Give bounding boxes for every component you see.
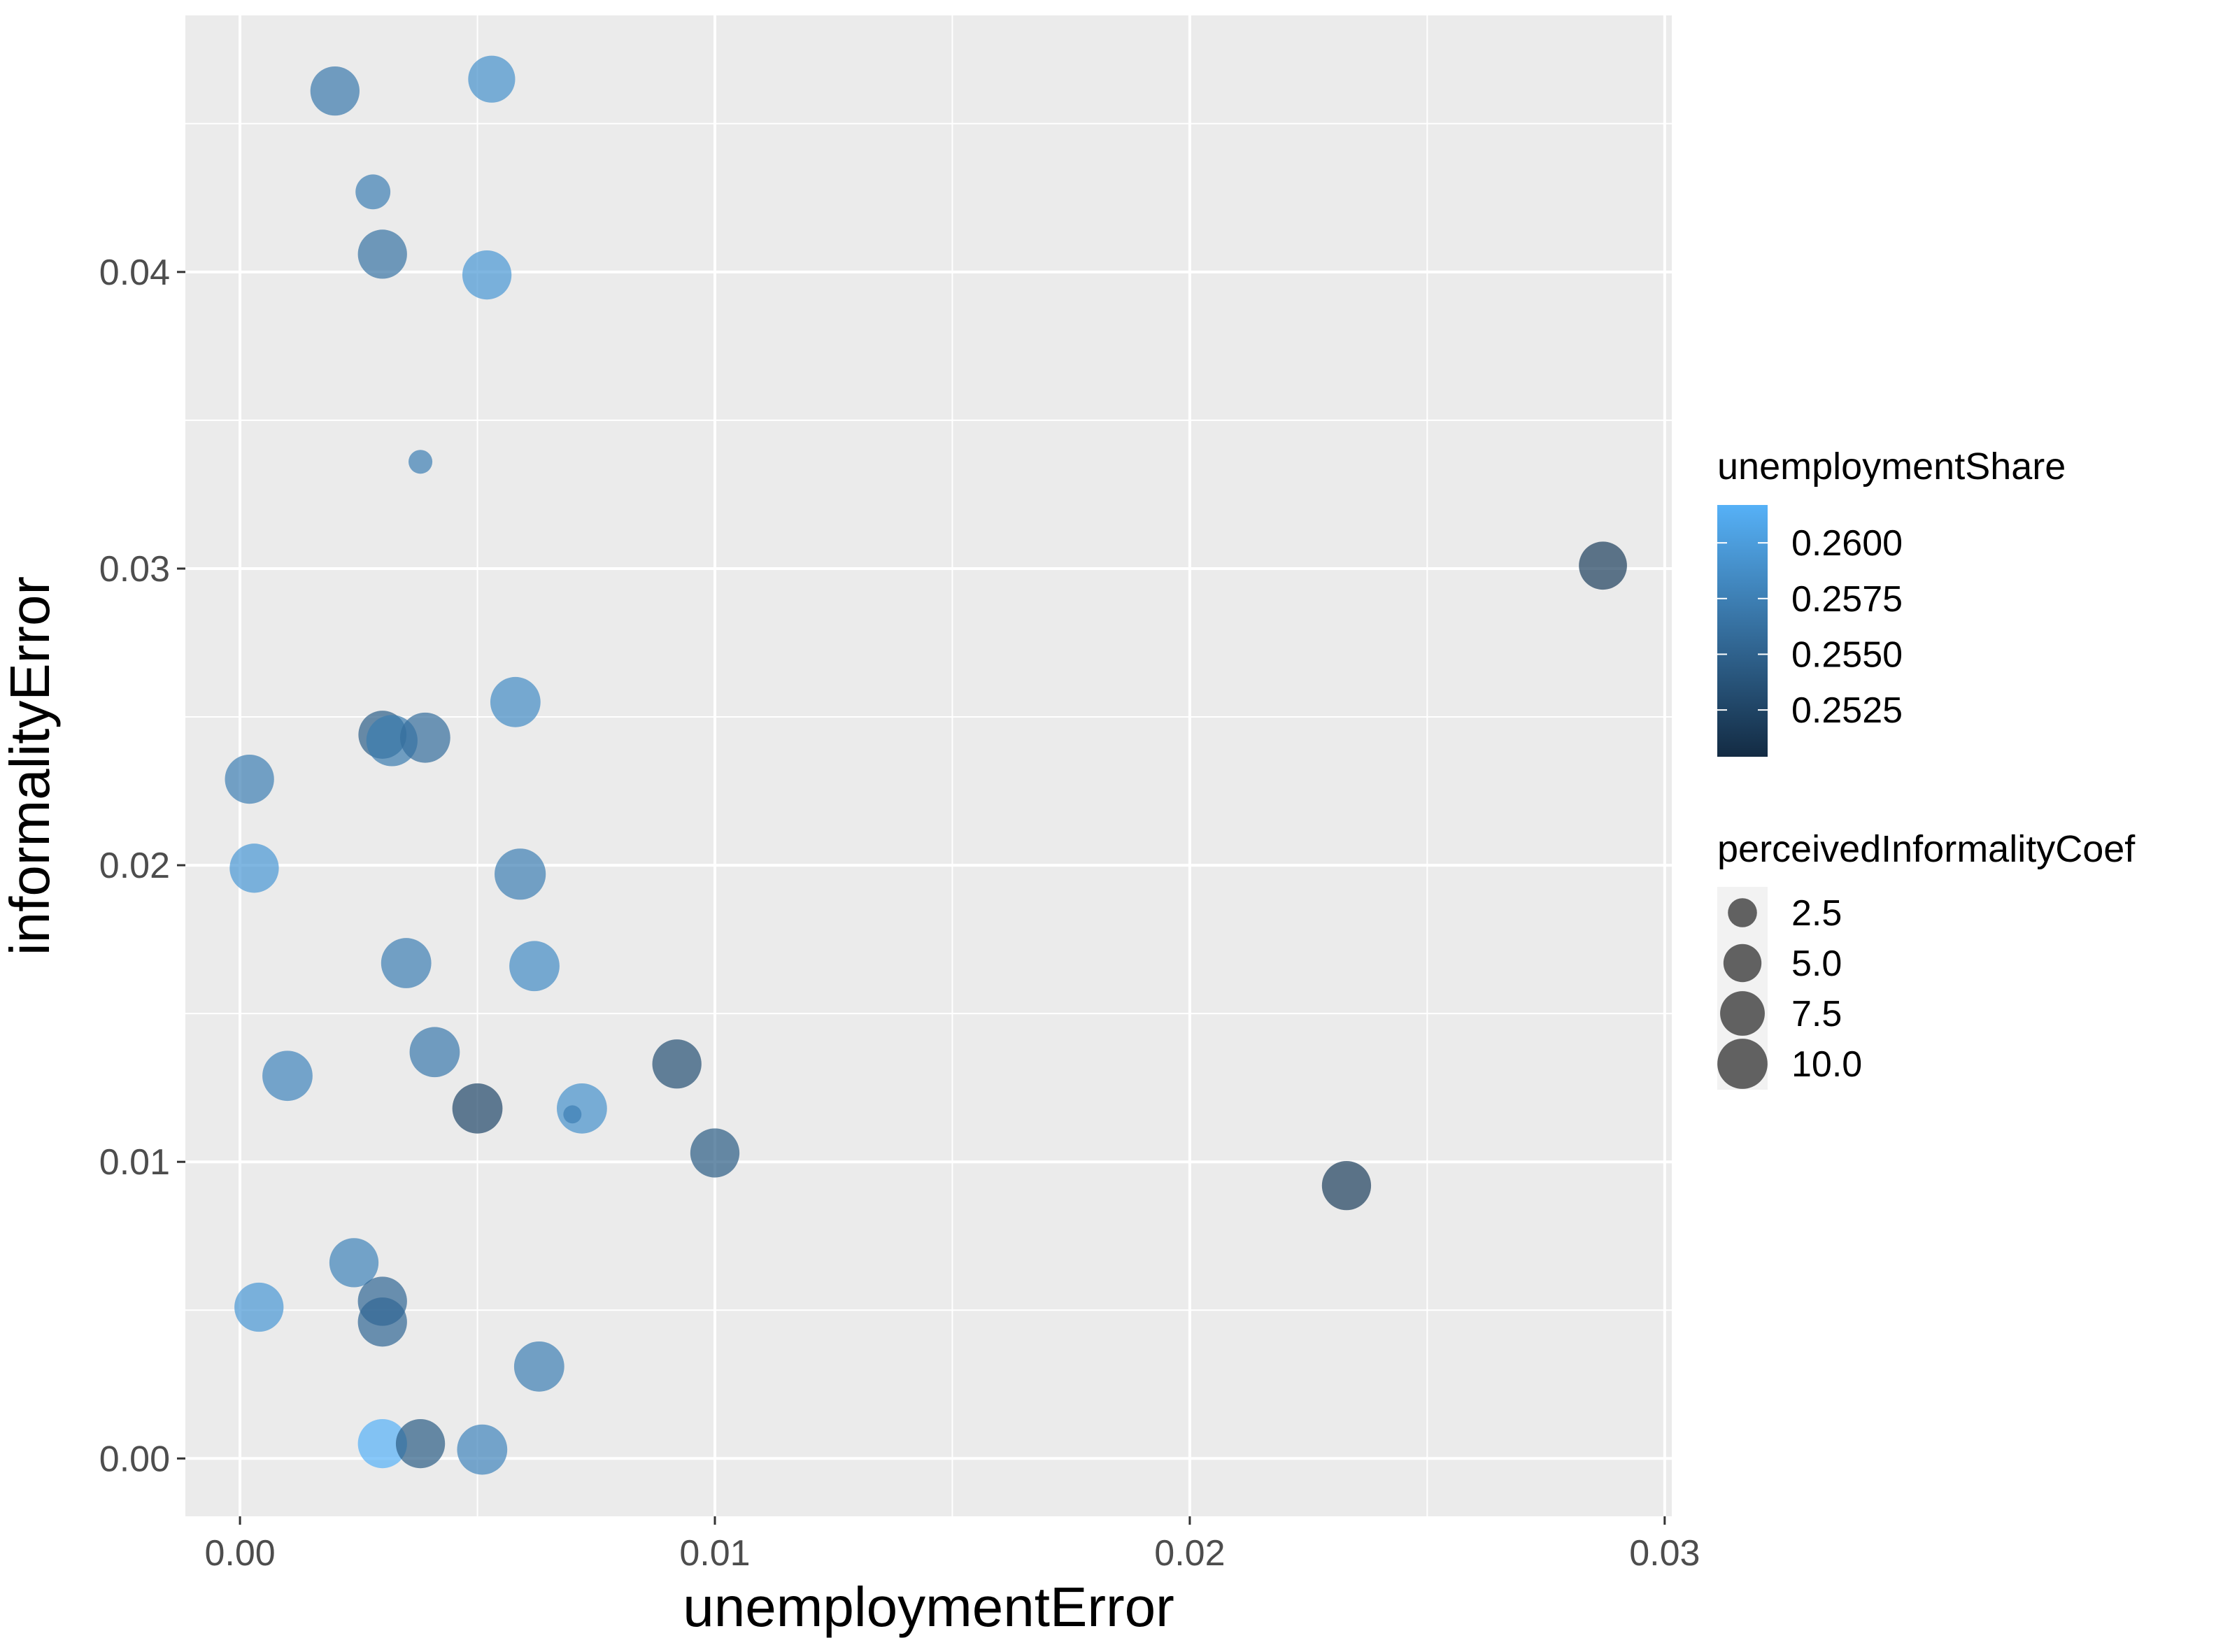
size-legend-keys: 2.5 5.0 7.5 10.0 xyxy=(1717,887,1862,1090)
data-point xyxy=(229,843,279,893)
data-point xyxy=(357,1418,407,1469)
data-point xyxy=(381,938,432,988)
data-point xyxy=(225,754,274,804)
colorbar xyxy=(1717,505,1768,757)
size-legend-label: 5.0 xyxy=(1791,944,1842,984)
data-point xyxy=(262,1051,313,1102)
data-point xyxy=(1579,541,1627,590)
data-point xyxy=(399,712,450,763)
x-tick-label: 0.03 xyxy=(1629,1533,1700,1574)
data-point xyxy=(468,55,516,103)
y-tick-label: 0.04 xyxy=(99,252,170,293)
data-point xyxy=(557,1083,607,1134)
size-legend-key xyxy=(1720,991,1765,1036)
x-axis: 0.00 0.01 0.02 0.03 xyxy=(204,1516,1700,1574)
data-point xyxy=(495,848,546,900)
data-point xyxy=(457,1424,508,1475)
data-point xyxy=(509,941,560,992)
size-legend-label: 2.5 xyxy=(1791,893,1842,934)
x-axis-title: unemploymentError xyxy=(683,1576,1174,1638)
color-legend: unemploymentShare 0.2525 0.2550 0.2575 0.26… xyxy=(1717,446,2066,757)
colorbar-ticks: 0.2525 0.2550 0.2575 0.2600 xyxy=(1717,523,1903,731)
y-axis: 0.00 0.01 0.02 0.03 0.04 xyxy=(99,252,185,1479)
data-point xyxy=(652,1039,702,1089)
data-point xyxy=(563,1105,582,1124)
size-legend-key xyxy=(1723,944,1762,983)
data-point xyxy=(329,1238,379,1288)
major-gridlines xyxy=(185,15,1672,1516)
size-legend-label: 10.0 xyxy=(1791,1044,1862,1085)
x-tick-label: 0.00 xyxy=(204,1533,275,1574)
data-point xyxy=(357,229,407,279)
y-tick-label: 0.00 xyxy=(99,1439,170,1479)
data-point xyxy=(690,1128,740,1178)
y-tick-label: 0.03 xyxy=(99,549,170,590)
y-axis-title: informalityError xyxy=(0,576,61,955)
size-legend: perceivedInformalityCoef 2.5 5.0 7.5 10.0 xyxy=(1717,828,2136,1090)
panel-background xyxy=(185,15,1672,1516)
colorbar-tick-label: 0.2550 xyxy=(1791,634,1903,675)
colorbar-tick-label: 0.2600 xyxy=(1791,523,1903,564)
y-tick-label: 0.02 xyxy=(99,846,170,886)
size-legend-title: perceivedInformalityCoef xyxy=(1717,828,2136,870)
color-legend-title: unemploymentShare xyxy=(1717,446,2066,487)
y-tick-label: 0.01 xyxy=(99,1142,170,1183)
size-legend-key xyxy=(1728,898,1757,927)
data-point xyxy=(462,250,512,300)
size-legend-key xyxy=(1717,1039,1768,1089)
data-point xyxy=(490,676,541,727)
size-legend-label: 7.5 xyxy=(1791,994,1842,1034)
colorbar-tick-label: 0.2525 xyxy=(1791,690,1903,731)
colorbar-tick-label: 0.2575 xyxy=(1791,579,1903,620)
data-point xyxy=(234,1282,284,1332)
data-point xyxy=(513,1341,564,1392)
data-point xyxy=(409,450,433,474)
data-point xyxy=(355,174,391,210)
plot-area xyxy=(185,15,1672,1516)
data-point xyxy=(357,1297,407,1347)
data-point xyxy=(310,66,360,116)
data-point xyxy=(452,1083,503,1134)
x-tick-label: 0.02 xyxy=(1154,1533,1225,1574)
x-tick-label: 0.01 xyxy=(679,1533,750,1574)
data-point xyxy=(395,1418,446,1469)
data-point xyxy=(409,1027,460,1078)
data-point xyxy=(1321,1160,1372,1211)
data-points xyxy=(225,55,1627,1475)
